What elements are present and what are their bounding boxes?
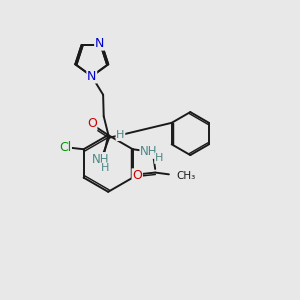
Text: H: H: [116, 130, 124, 140]
Text: CH₃: CH₃: [176, 170, 195, 181]
Text: O: O: [132, 169, 142, 182]
Text: N: N: [87, 70, 97, 83]
Text: H: H: [155, 153, 163, 163]
Text: H: H: [101, 163, 110, 173]
Text: NH: NH: [92, 153, 109, 166]
Text: Cl: Cl: [59, 141, 71, 154]
Text: O: O: [87, 117, 97, 130]
Text: N: N: [95, 37, 104, 50]
Text: NH: NH: [140, 145, 158, 158]
